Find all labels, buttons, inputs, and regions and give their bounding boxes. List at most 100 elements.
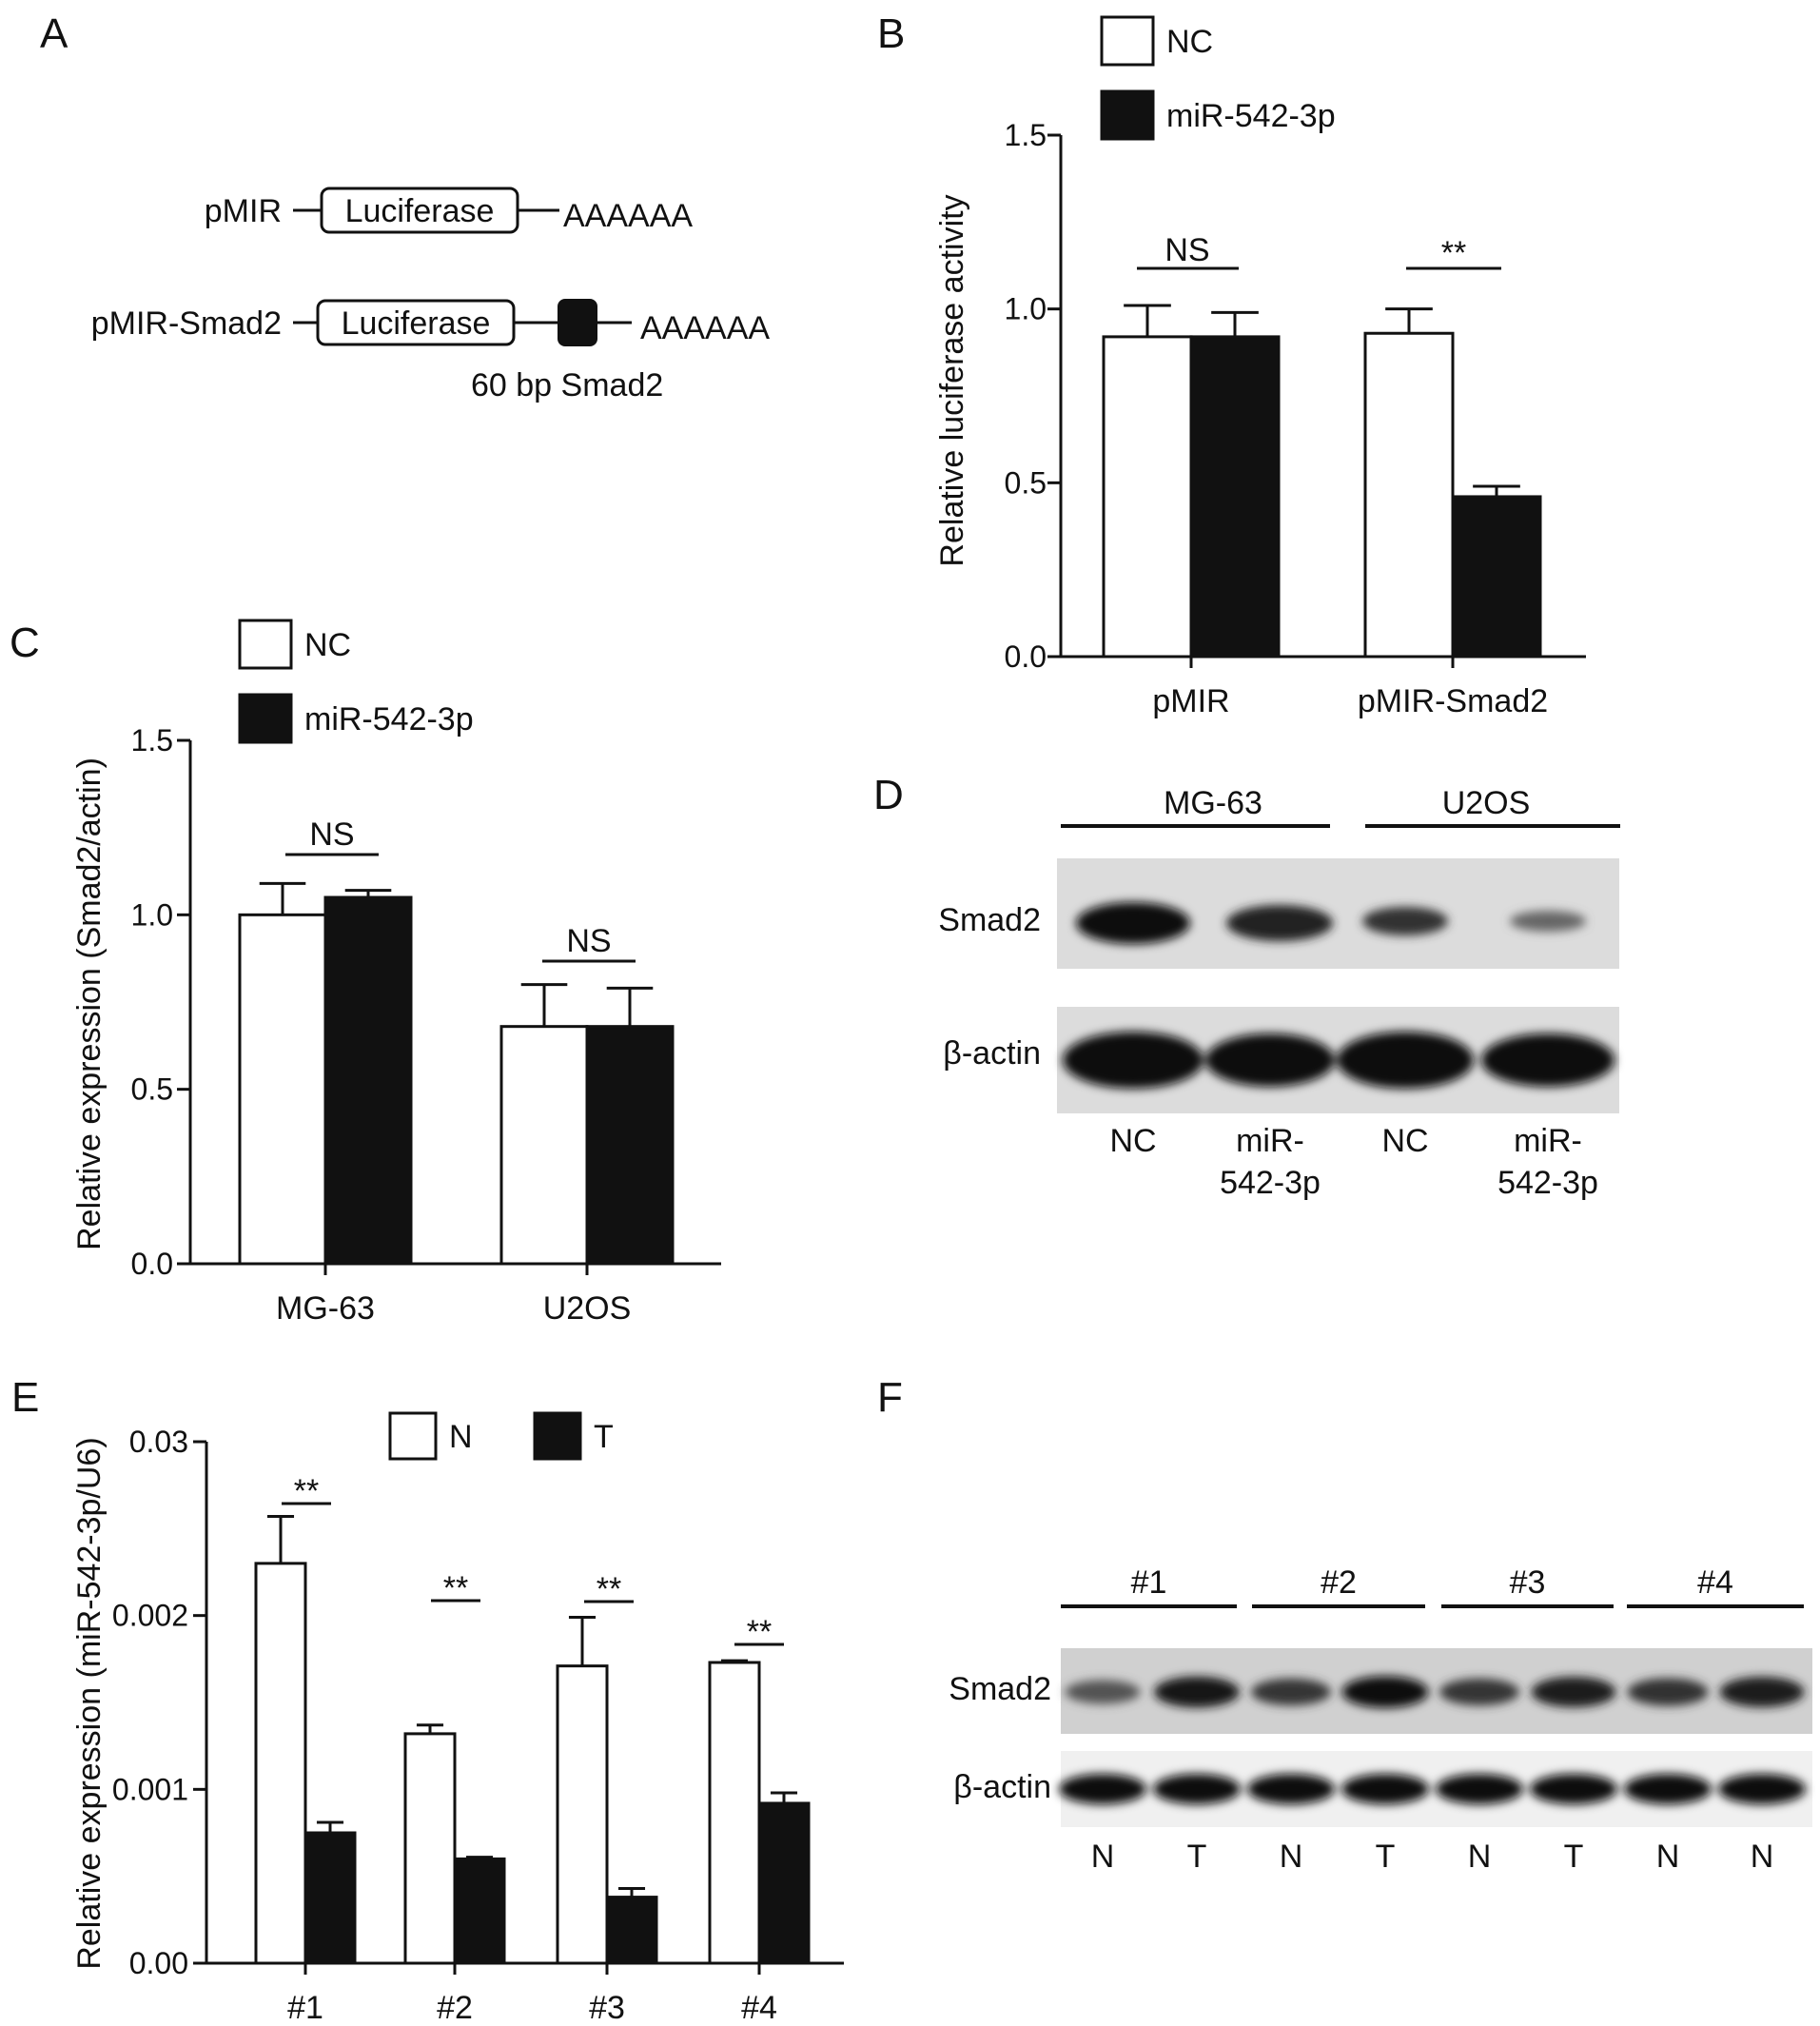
blot-f-lane-label: T [1564, 1839, 1584, 1875]
bar-t-2 [453, 1857, 506, 1965]
significance-label: NS [566, 923, 611, 959]
y-tick-label: 0.001 [112, 1772, 188, 1806]
blot-f-lane-label: T [1376, 1839, 1396, 1875]
band [1718, 1774, 1806, 1804]
bar-n-3 [556, 1664, 609, 1965]
y-axis-title: Relative luciferase activity [934, 194, 970, 566]
bar-mir-542-3p-pmir [1189, 335, 1281, 659]
band [1154, 1676, 1240, 1708]
construct-diagram: pMIR Luciferase AAAAAA pMIR-Smad2 Lucife… [91, 187, 770, 403]
blot-f-row-label-actin: β-actin [953, 1769, 1051, 1805]
significance-label: ** [1441, 235, 1466, 271]
panel-label-b: B [877, 10, 905, 57]
significance-label: ** [747, 1614, 772, 1650]
legend-label-nc: NC [304, 627, 351, 663]
y-tick-label: 0.5 [1005, 465, 1047, 500]
band [1341, 1676, 1429, 1708]
bar-t-1 [303, 1831, 357, 1965]
blot-d: MG-63 U2OS Smad2 β-actin NC miR-542-3p NC m… [938, 785, 1620, 1201]
blot-f-lane-label: N [1091, 1839, 1115, 1875]
panel-label-c: C [10, 620, 40, 666]
x-tick-label-u2os: U2OS [543, 1290, 632, 1327]
y-tick-label: 0.002 [112, 1599, 188, 1633]
blot-f-group-label: #4 [1697, 1564, 1733, 1601]
panel-label-f: F [877, 1374, 903, 1421]
panel-label-e: E [11, 1374, 39, 1421]
blot-f-bands-actin [1059, 1774, 1806, 1804]
luciferase-label-pmir-smad2: Luciferase [342, 305, 491, 342]
blot-f-group-label: #3 [1510, 1564, 1546, 1601]
significance-label: ** [443, 1570, 468, 1606]
luciferase-box-pmir-smad2 [316, 299, 516, 346]
bar-t-3 [605, 1896, 658, 1965]
band [1337, 1032, 1474, 1089]
polya-tail-pmir: AAAAAA [563, 198, 693, 234]
band [1247, 1774, 1335, 1804]
legend-label-nc: NC [1166, 24, 1213, 60]
band [1530, 1774, 1617, 1804]
blot-f-group-label: #1 [1131, 1564, 1167, 1601]
band [1065, 1680, 1141, 1704]
blot-d-lane-label: miR-542-3p [1497, 1123, 1598, 1201]
y-tick-label: 1.5 [1005, 118, 1047, 152]
significance-label: NS [309, 816, 354, 853]
legend-swatch-n [388, 1411, 438, 1461]
panel-label-a: A [40, 10, 68, 57]
blot-d-group-1: MG-63 [1164, 785, 1262, 821]
band [1059, 1774, 1146, 1804]
bar-nc-mg-63 [238, 913, 327, 1266]
band [1153, 1774, 1241, 1804]
y-tick-label: 1.5 [131, 723, 173, 757]
legend-label-mir-542-3p: miR-542-3p [1166, 98, 1336, 134]
band [1624, 1774, 1712, 1804]
legend-swatch-mir-542-3p [1100, 89, 1155, 141]
x-tick-label-3: #3 [589, 1990, 625, 2026]
legend-label-mir-542-3p: miR-542-3p [304, 701, 474, 738]
blot-d-bands-actin [1063, 1032, 1615, 1089]
band [1341, 1774, 1429, 1804]
significance-label: ** [294, 1473, 319, 1509]
blot-f-bands-smad2 [1065, 1676, 1805, 1708]
polya-tail-pmir-smad2: AAAAAA [640, 310, 770, 346]
luciferase-box-pmir [320, 187, 519, 234]
band [1531, 1677, 1616, 1707]
blot-d-lane-labels: NC miR-542-3p NC miR-542-3p [1109, 1123, 1597, 1201]
blot-f-lane-label: N [1280, 1839, 1303, 1875]
blot-f-lane-label: N [1751, 1839, 1774, 1875]
bar-nc-u2os [499, 1025, 589, 1266]
blot-f-row-label-smad2: Smad2 [949, 1671, 1051, 1707]
blot-d-lane-label: miR-542-3p [1220, 1123, 1321, 1201]
band [1063, 1032, 1204, 1089]
y-tick-label: 0.00 [129, 1946, 188, 1980]
blot-f-group-labels: #1 #2 #3 #4 [1061, 1564, 1804, 1608]
blot-f-group-label: #2 [1321, 1564, 1357, 1601]
x-tick-label-pmir: pMIR [1152, 683, 1229, 719]
significance-label: ** [597, 1571, 621, 1607]
legend-swatch-t [533, 1411, 582, 1461]
smad2-insert-block [558, 299, 597, 346]
y-tick-label: 0.03 [129, 1425, 188, 1459]
construct-name-pmir: pMIR [205, 193, 282, 229]
panel-label-d: D [873, 772, 904, 818]
bar-nc-pmir-smad2 [1363, 331, 1455, 659]
y-tick-label: 1.0 [1005, 292, 1047, 326]
band [1362, 907, 1448, 935]
insert-label: 60 bp Smad2 [471, 367, 663, 403]
construct-name-pmir-smad2: pMIR-Smad2 [91, 305, 282, 342]
blot-f: #1 #2 #3 #4 Smad2 β-actin N T N T N T N N [949, 1564, 1812, 1875]
band [1205, 1033, 1335, 1087]
blot-f-lane-label: N [1468, 1839, 1492, 1875]
blot-d-lane-label: NC [1381, 1123, 1428, 1159]
bar-n-1 [254, 1562, 307, 1965]
x-tick-label-1: #1 [287, 1990, 323, 2026]
band [1226, 905, 1333, 941]
blot-f-lane-label: N [1656, 1839, 1680, 1875]
y-tick-label: 0.0 [131, 1247, 173, 1281]
y-tick-label: 0.0 [1005, 639, 1047, 674]
x-tick-label-4: #4 [741, 1990, 777, 2026]
x-tick-label-2: #2 [437, 1990, 473, 2026]
chart-b: 0.0 0.5 1.0 1.5 Relative luciferase activity… [934, 15, 1586, 719]
legend-label-n: N [449, 1419, 473, 1455]
